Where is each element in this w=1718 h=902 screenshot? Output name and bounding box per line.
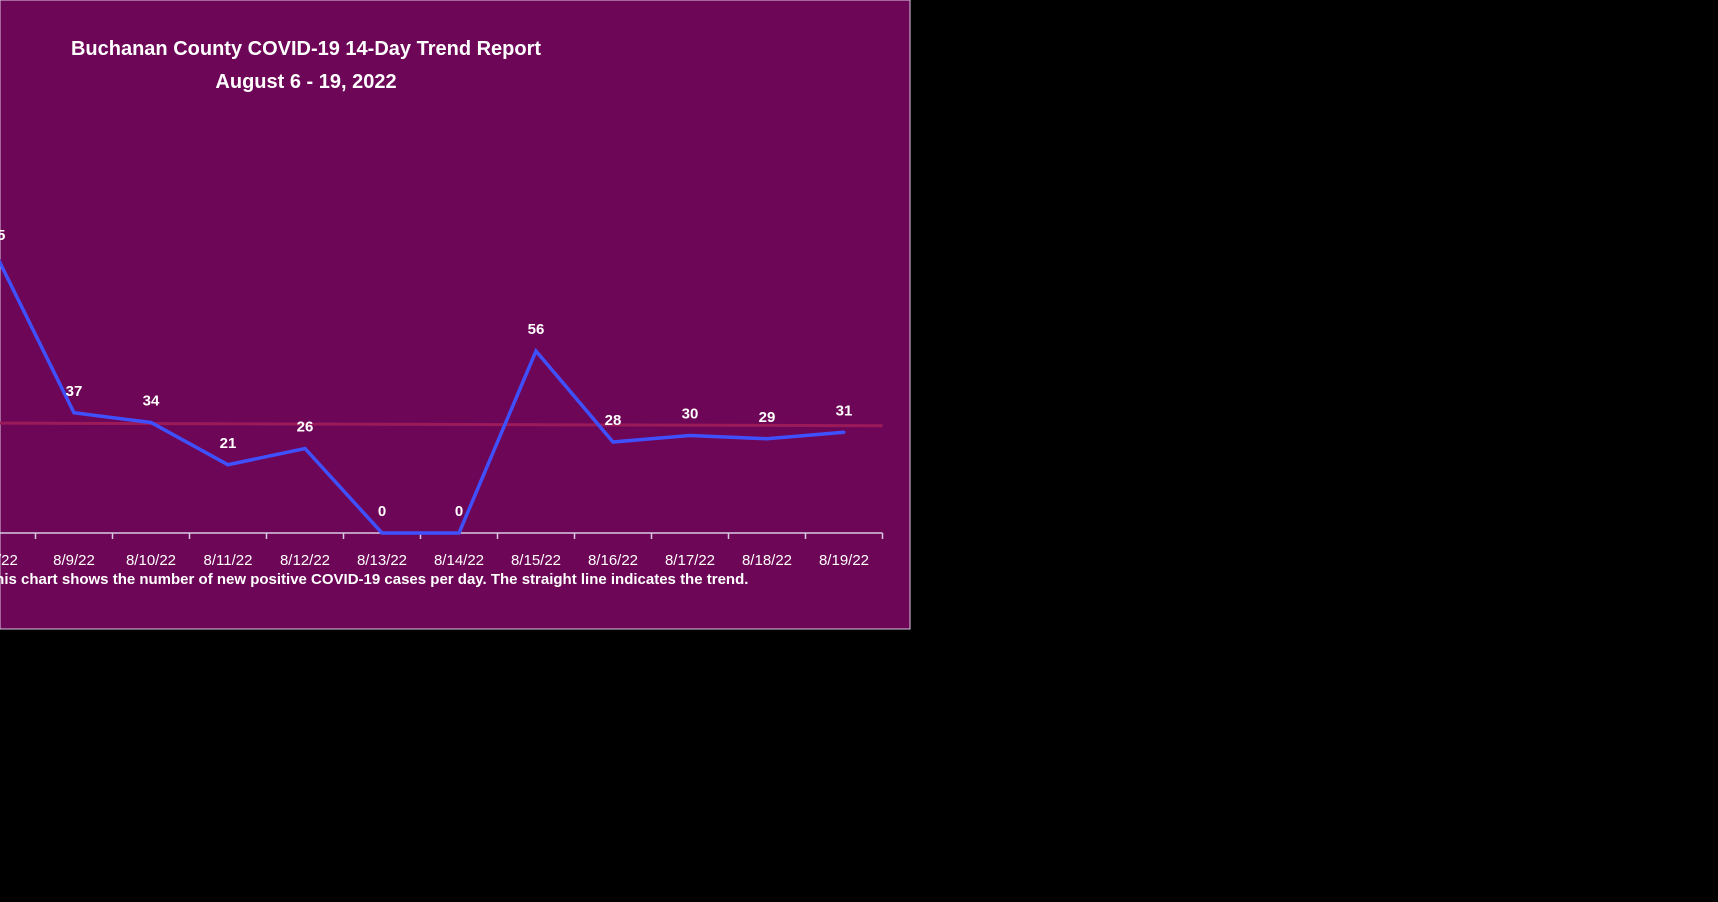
data-label: 31: [836, 402, 853, 419]
x-tick-label: 8/15/22: [511, 552, 561, 569]
trend-line: [0, 421, 883, 428]
x-tick-label: 8/17/22: [665, 552, 715, 569]
data-label: 30: [682, 406, 699, 423]
data-point: [842, 430, 846, 434]
data-label: 56: [528, 321, 545, 338]
chart-subtitle: August 6 - 19, 2022: [215, 71, 396, 93]
x-tick-label: 8/14/22: [434, 552, 484, 569]
data-point: [72, 411, 76, 415]
x-tick-label: 8/9/22: [53, 552, 95, 569]
x-tick-label: 8/8/22: [0, 552, 18, 569]
data-point: [226, 463, 230, 467]
x-tick-label: 8/19/22: [819, 552, 869, 569]
data-label: 85: [0, 227, 5, 244]
series-line: [0, 258, 845, 535]
x-tick-label: 8/13/22: [357, 552, 407, 569]
data-label: 34: [143, 393, 160, 410]
data-point: [688, 434, 692, 437]
data-point: [457, 531, 461, 535]
x-tick-label: 8/16/22: [588, 552, 638, 569]
data-point: [149, 421, 153, 424]
chart-title: Buchanan County COVID-19 14-Day Trend Re…: [71, 38, 541, 60]
x-tick-label: 8/18/22: [742, 552, 792, 569]
data-point: [303, 447, 307, 450]
data-label: 29: [759, 409, 776, 426]
x-tick-label: 8/12/22: [280, 552, 330, 569]
data-point: [765, 437, 769, 441]
data-label: 26: [297, 419, 314, 436]
data-point: [534, 349, 538, 353]
data-label: 0: [378, 503, 386, 520]
data-label: 21: [220, 435, 237, 452]
chart-footnote: This chart shows the number of new posit…: [0, 571, 748, 588]
data-label: 37: [66, 383, 83, 400]
data-point: [380, 531, 384, 535]
x-tick-label: 8/10/22: [126, 552, 176, 569]
data-label: 0: [455, 503, 463, 520]
chart-panel: [0, 0, 911, 630]
data-point: [611, 440, 615, 444]
data-label: 28: [605, 412, 622, 429]
x-tick-label: 8/11/22: [204, 552, 253, 569]
